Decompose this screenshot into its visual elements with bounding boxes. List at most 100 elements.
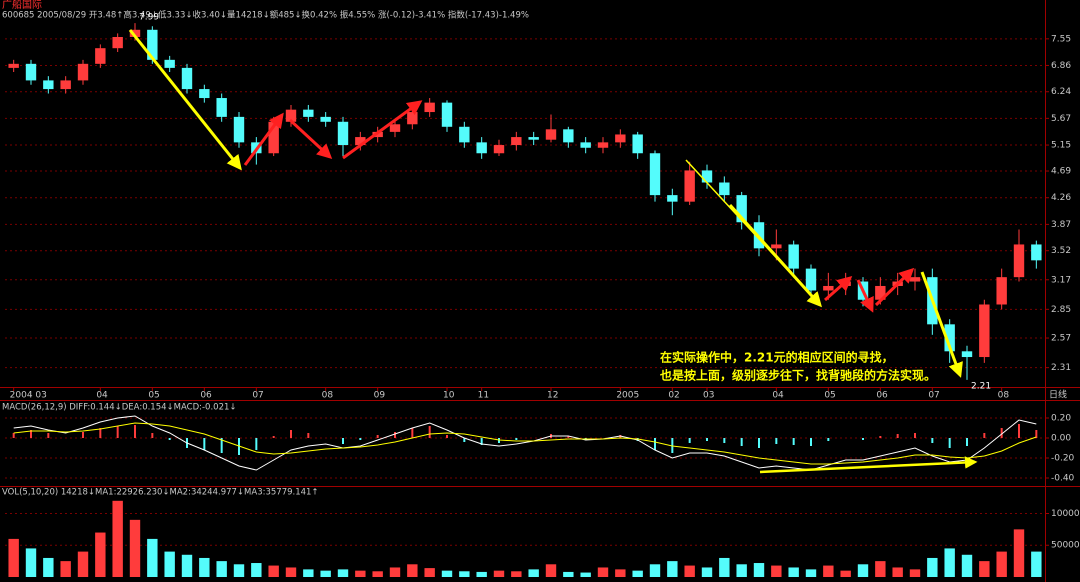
y-tick-label: 5.15 xyxy=(1051,141,1071,151)
y-tick-label: 6.86 xyxy=(1051,61,1071,71)
volume-bar xyxy=(684,565,695,577)
volume-bar xyxy=(199,557,210,577)
x-tick-label: 07 xyxy=(252,391,263,401)
volume-bar xyxy=(441,570,453,577)
candle-body xyxy=(701,170,713,183)
trend-arrow xyxy=(243,112,284,166)
volume-bar xyxy=(303,569,314,577)
y-tick-label: 0.00 xyxy=(1051,434,1071,444)
candle-body xyxy=(823,285,834,291)
y-tick-label: 6.24 xyxy=(1051,87,1071,97)
y-tick-label: 2.31 xyxy=(1051,363,1071,373)
y-tick-label: -0.40 xyxy=(1051,474,1075,484)
volume-bar xyxy=(511,571,522,577)
volume-bar xyxy=(823,565,834,577)
candle-body xyxy=(667,195,678,202)
volume-bar xyxy=(615,569,626,577)
candle-body xyxy=(129,29,141,38)
volume-bar xyxy=(840,570,851,577)
arrows xyxy=(128,29,978,474)
volume-bar xyxy=(1013,529,1025,577)
candle-body xyxy=(909,277,921,282)
annotation-text: 也是按上面，级别逐步往下，找背驰段的方法实现。 xyxy=(660,368,936,383)
x-tick-label: 12 xyxy=(547,391,558,401)
candle-body xyxy=(979,304,990,358)
volume-bar xyxy=(407,564,418,577)
trend-arrow xyxy=(342,100,423,160)
x-tick-label: 02 xyxy=(668,391,679,401)
trend-arrow xyxy=(856,279,874,313)
y-tick-label: 4.26 xyxy=(1051,193,1071,203)
volume-bar xyxy=(649,564,661,577)
candle-body xyxy=(77,63,89,81)
volume-bar xyxy=(719,557,730,577)
macd-line xyxy=(13,422,1037,465)
volume-bar xyxy=(25,548,37,577)
divergence-arrow xyxy=(759,456,978,474)
candle-body xyxy=(112,37,123,49)
volume-bar xyxy=(563,571,574,577)
volume-bar xyxy=(320,570,331,577)
volume-bar xyxy=(233,564,245,577)
x-tick-label: 2005 xyxy=(616,391,639,401)
candle-body xyxy=(459,126,470,143)
volume-bar xyxy=(476,571,487,577)
x-tick-label: 09 xyxy=(374,391,386,401)
macd-header: MACD(26,12,9) DIFF:0.144↓DEA:0.154↓MACD:… xyxy=(2,403,237,413)
candle-body xyxy=(25,63,37,81)
candle-body xyxy=(1031,244,1042,261)
volume-bar xyxy=(77,551,89,577)
volume-bar xyxy=(927,557,938,577)
y-tick-label: 2.85 xyxy=(1051,305,1071,315)
y-tick-label: 100000 xyxy=(1051,509,1080,519)
volume-bar xyxy=(961,554,973,577)
volume-bar xyxy=(181,554,193,577)
candle-body xyxy=(43,80,54,90)
candle-body xyxy=(268,121,279,154)
candle-body xyxy=(303,109,314,117)
candle-body xyxy=(285,109,297,122)
candle-body xyxy=(233,116,245,143)
volume-bar xyxy=(996,551,1007,577)
price-mark: 2.21 xyxy=(971,381,991,391)
volume-bar xyxy=(389,567,401,577)
volume-bar xyxy=(1031,551,1042,577)
volume-bar xyxy=(95,532,106,577)
volume-bar xyxy=(8,538,19,577)
x-tick-label: 05 xyxy=(148,391,159,401)
stock-name: 广船国际 xyxy=(2,0,42,11)
volume-bar xyxy=(875,561,886,577)
volume-bar xyxy=(771,565,782,577)
volume-bar xyxy=(944,548,955,577)
candle-body xyxy=(528,137,539,140)
volume-bar xyxy=(424,568,435,577)
volume-bar xyxy=(164,551,175,577)
trend-arrow xyxy=(128,29,242,171)
candle-body xyxy=(1013,244,1025,278)
volume-bar xyxy=(753,563,765,577)
candle-body xyxy=(476,142,487,154)
volume-bar xyxy=(892,567,903,577)
candle-body xyxy=(615,134,626,143)
volume-bar xyxy=(147,538,158,577)
volume-bar xyxy=(459,571,470,577)
trend-arrow xyxy=(920,271,963,378)
candle-body xyxy=(563,129,574,143)
candle-body xyxy=(875,285,886,300)
volume-bar xyxy=(285,567,297,577)
candle-body xyxy=(580,142,591,148)
candle-body xyxy=(788,244,799,269)
volume-bar xyxy=(597,567,609,577)
x-tick-label: 08 xyxy=(998,391,1010,401)
x-tick-label: 07 xyxy=(928,391,939,401)
y-tick-label: 2.57 xyxy=(1051,334,1071,344)
volume-bar xyxy=(268,565,279,577)
candle-body xyxy=(216,98,227,117)
candle-body xyxy=(60,80,71,90)
x-tick-label: 08 xyxy=(322,391,334,401)
volume-bar xyxy=(337,569,349,577)
x-tick-label: 2004 03 xyxy=(10,391,47,401)
y-tick-label: 0.20 xyxy=(1051,414,1071,424)
